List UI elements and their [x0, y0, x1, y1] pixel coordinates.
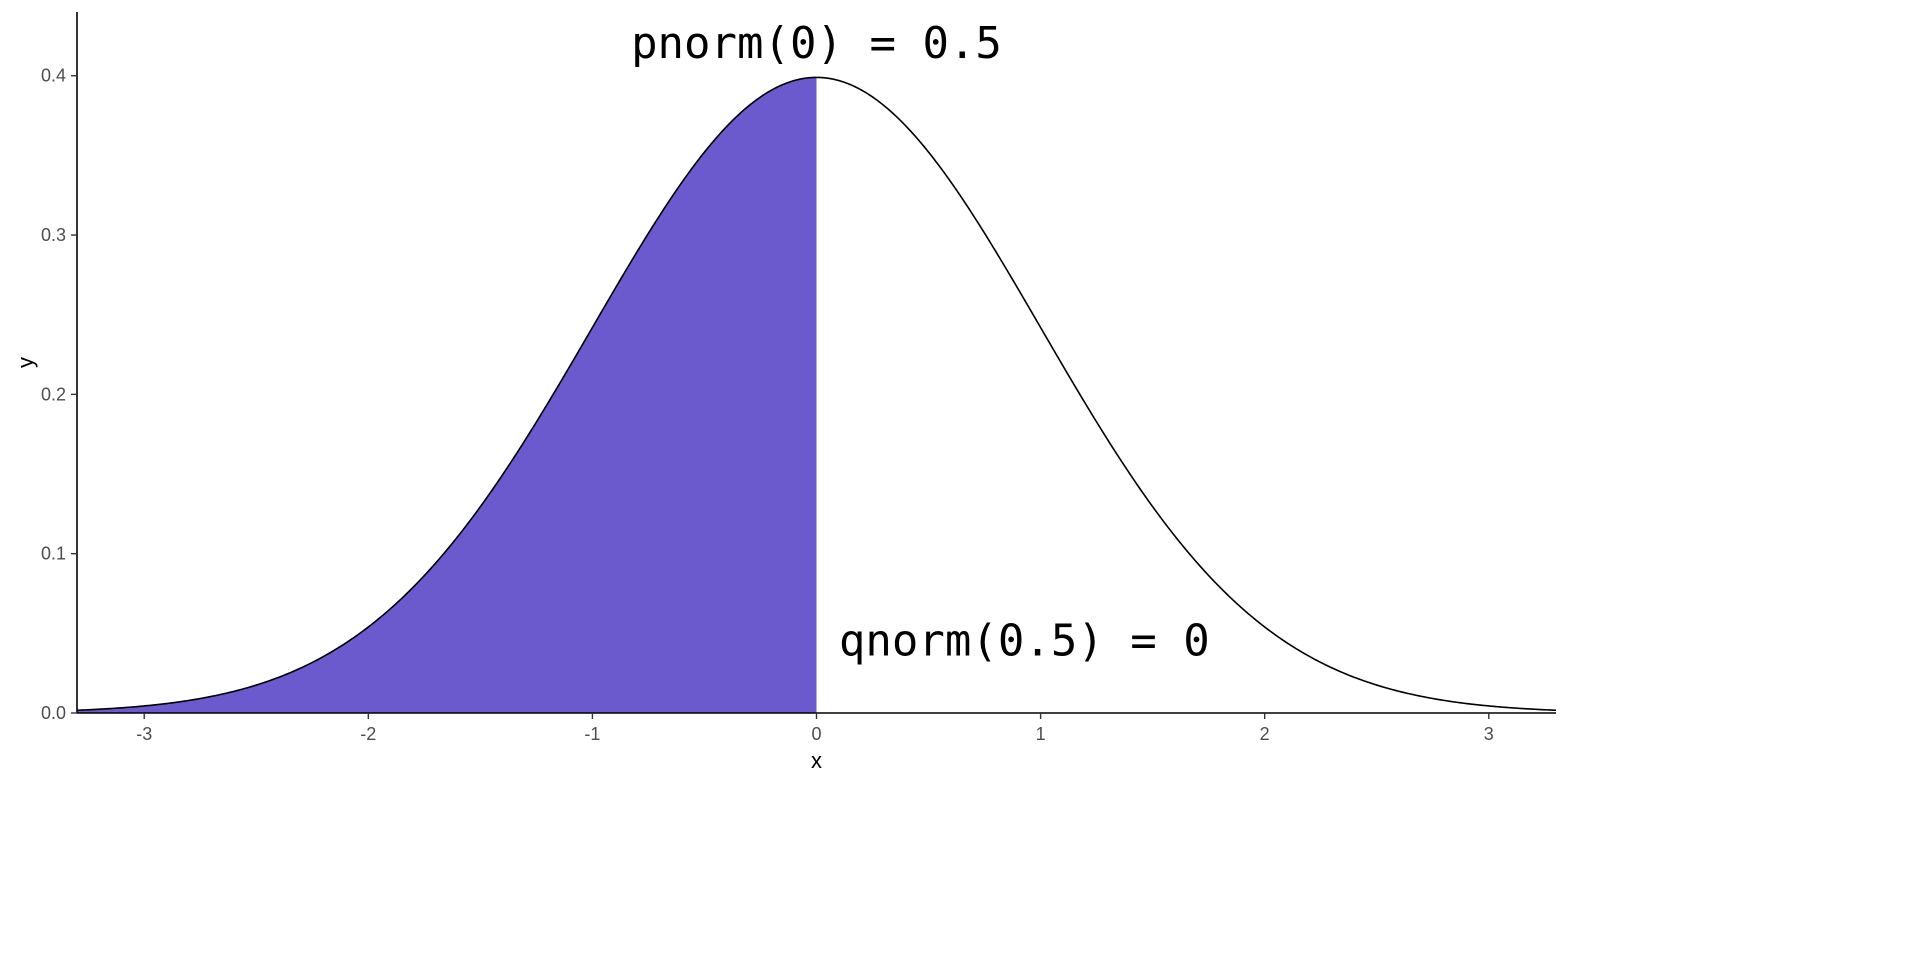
- x-tick-label: 2: [1260, 724, 1270, 744]
- x-axis-ticks: -3 -2 -1 0 1 2 3: [136, 713, 1494, 744]
- y-tick-label: 0.0: [41, 703, 66, 723]
- y-tick-label: 0.4: [41, 66, 66, 86]
- y-tick-label: 0.1: [41, 544, 66, 564]
- x-tick-label: 1: [1036, 724, 1046, 744]
- y-tick-label: 0.2: [41, 384, 66, 404]
- x-tick-label: 0: [811, 724, 821, 744]
- shaded-area-left-of-zero: [77, 77, 817, 713]
- x-tick-label: -1: [584, 724, 600, 744]
- y-axis-ticks: 0.0 0.1 0.2 0.3 0.4: [41, 66, 77, 723]
- annotation-pnorm: pnorm(0) = 0.5: [631, 18, 1002, 69]
- density-curve: [76, 76, 1557, 712]
- annotation-qnorm: qnorm(0.5) = 0: [839, 615, 1210, 666]
- x-axis-title: x: [811, 748, 822, 773]
- y-axis-title: y: [13, 357, 38, 368]
- x-tick-label: -3: [136, 724, 152, 744]
- x-tick-label: -2: [360, 724, 376, 744]
- y-tick-label: 0.3: [41, 225, 66, 245]
- x-tick-label: 3: [1484, 724, 1494, 744]
